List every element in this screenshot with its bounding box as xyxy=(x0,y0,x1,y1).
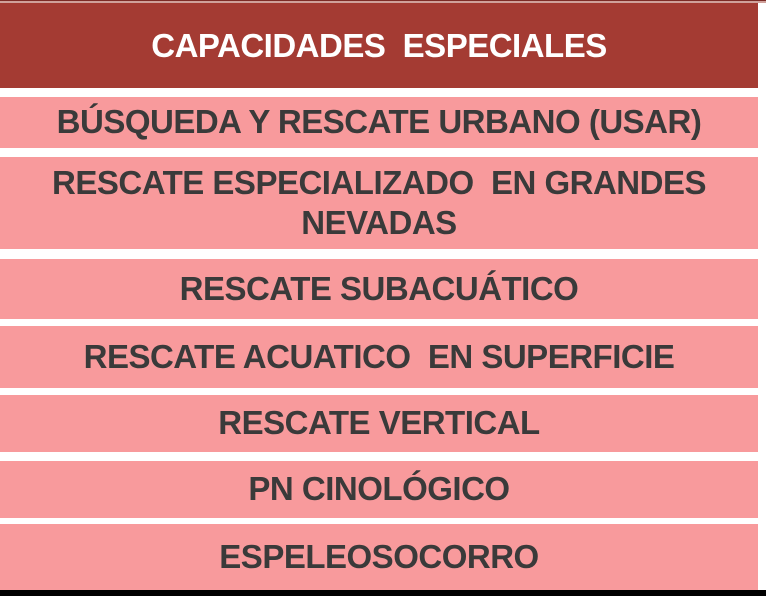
table-row: PN CINOLÓGICO xyxy=(0,461,758,518)
row-label: RESCATE VERTICAL xyxy=(218,404,540,442)
row-label: BÚSQUEDA Y RESCATE URBANO (USAR) xyxy=(56,103,702,141)
table-row: ESPELEOSOCORRO xyxy=(0,524,758,590)
table-row: RESCATE VERTICAL xyxy=(0,395,758,452)
table-row: RESCATE ACUATICO EN SUPERFICIE xyxy=(0,326,758,388)
row-label: RESCATE SUBACUÁTICO xyxy=(179,269,579,307)
table-row: RESCATE ESPECIALIZADO EN GRANDES NEVADAS xyxy=(0,157,758,249)
top-edge-light-line xyxy=(0,1,766,3)
table-row: RESCATE SUBACUÁTICO xyxy=(0,259,758,319)
bottom-black-bar xyxy=(0,590,766,596)
top-edge-dark-line xyxy=(0,0,766,1)
row-label: RESCATE ACUATICO EN SUPERFICIE xyxy=(83,337,675,375)
table-title: CAPACIDADES ESPECIALES xyxy=(151,26,607,64)
table-header: CAPACIDADES ESPECIALES xyxy=(0,3,758,88)
row-label: PN CINOLÓGICO xyxy=(248,470,510,508)
row-label: ESPELEOSOCORRO xyxy=(219,537,539,575)
row-label: RESCATE ESPECIALIZADO EN GRANDES NEVADAS xyxy=(52,163,715,241)
table-row: BÚSQUEDA Y RESCATE URBANO (USAR) xyxy=(0,97,758,148)
